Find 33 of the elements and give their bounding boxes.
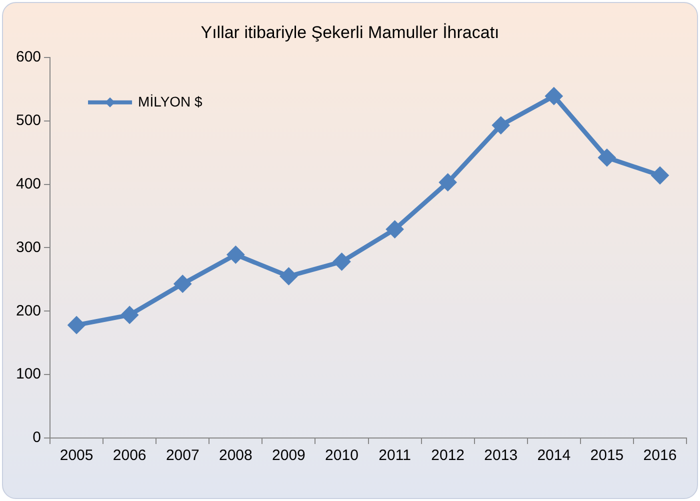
x-tick-label: 2013: [484, 447, 518, 464]
point: [68, 316, 85, 334]
y-tick-label: 200: [16, 302, 42, 320]
x-tick-label: 2014: [537, 447, 571, 464]
legend-label: MİLYON $: [138, 93, 203, 110]
y-tick-label: 400: [16, 175, 42, 192]
x-tick-label: 2016: [643, 447, 677, 464]
point: [598, 149, 616, 166]
point: [652, 167, 668, 184]
point: [386, 221, 404, 238]
point: [121, 306, 138, 324]
point: [174, 276, 191, 292]
y-tick-label: 300: [16, 238, 42, 256]
point: [546, 88, 562, 104]
x-tick-label: 2007: [166, 447, 200, 464]
point: [333, 253, 350, 270]
y-tick-label: 0: [32, 429, 42, 446]
x-tick-label: 2008: [218, 447, 252, 464]
x-tick-label: 2006: [112, 447, 146, 464]
x-tick-label: 2010: [325, 447, 358, 464]
x-tick-label: 2012: [431, 447, 465, 464]
y-tick-label: 500: [16, 112, 42, 129]
y-tick-label: 100: [16, 366, 42, 383]
point: [280, 268, 297, 284]
x-tick-label: 2015: [590, 447, 624, 464]
point: [492, 117, 510, 134]
chart-title: Yıllar itibariyle Şekerli Mamuller İhracatı: [200, 22, 500, 42]
point: [227, 246, 244, 263]
x-tick-label: 2005: [60, 447, 94, 464]
x-tick-label: 2011: [378, 447, 411, 464]
x-tick-label: 2009: [272, 447, 306, 464]
y-tick-label: 600: [16, 48, 42, 66]
point: [440, 174, 456, 191]
